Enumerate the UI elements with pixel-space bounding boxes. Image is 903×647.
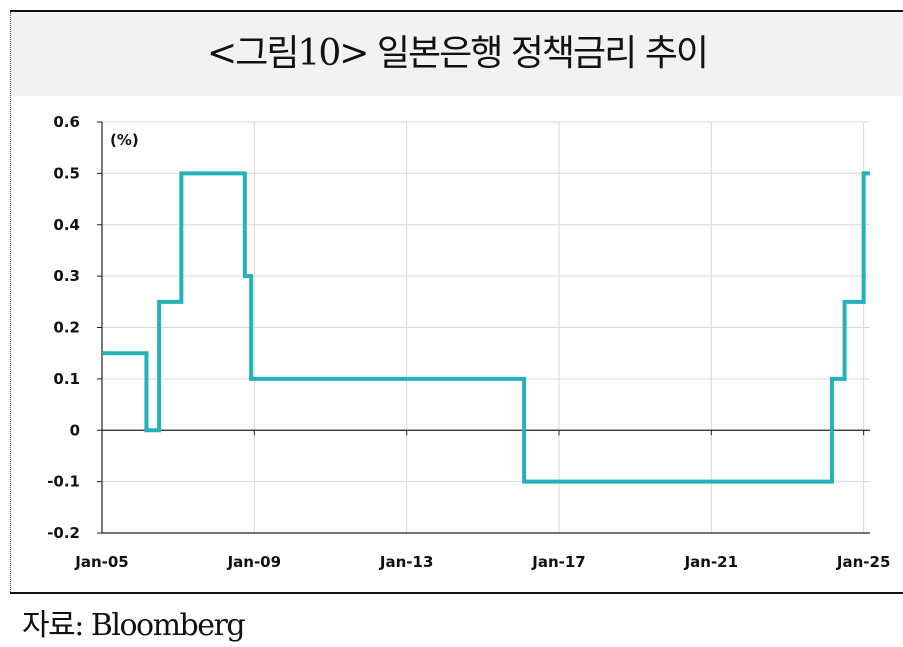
y-tick-label: -0.1: [47, 473, 80, 491]
source-note: 자료: Bloomberg: [22, 608, 246, 643]
y-tick-label: 0.1: [53, 370, 80, 388]
x-tick-label: Jan-25: [836, 553, 890, 571]
y-tick-label: 0.6: [53, 113, 80, 131]
x-tick-label: Jan-05: [74, 553, 128, 571]
bottom-rule: [10, 592, 903, 594]
y-tick-label: 0.2: [53, 319, 80, 337]
unit-label: (%): [110, 131, 139, 149]
y-tick-label: 0: [70, 421, 80, 439]
chart-title: <그림10> 일본은행 정책금리 추이: [207, 33, 709, 74]
y-tick-label: 0.5: [53, 164, 80, 182]
left-dotted-border: [10, 12, 11, 592]
x-tick-label: Jan-17: [531, 553, 585, 571]
y-tick-label: -0.2: [47, 524, 80, 542]
x-tick-label: Jan-09: [227, 553, 281, 571]
top-rule: [10, 10, 903, 12]
y-tick-label: 0.3: [53, 267, 80, 285]
policy-rate-line: [102, 171, 870, 484]
title-band: [11, 12, 903, 96]
x-tick-label: Jan-21: [684, 553, 738, 571]
y-tick-label: 0.4: [53, 216, 80, 234]
x-tick-label: Jan-13: [379, 553, 433, 571]
